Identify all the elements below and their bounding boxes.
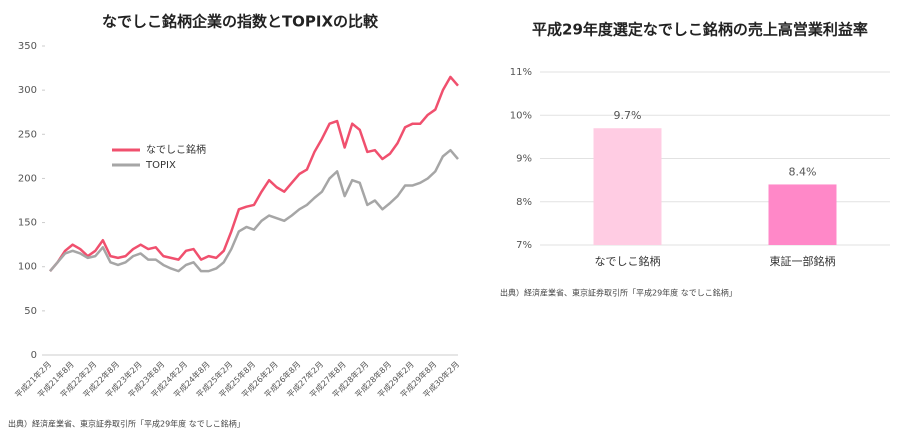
y-tick-label: 250	[18, 129, 37, 140]
series-line	[49, 75, 459, 272]
x-tick-label: なでしこ銘柄	[595, 254, 661, 268]
y-tick-label: 300	[18, 85, 37, 96]
y-tick-label: 200	[18, 173, 37, 184]
value-label: 8.4%	[789, 165, 817, 178]
y-tick-label: 9%	[516, 154, 532, 165]
chart-title: なでしこ銘柄企業の指数とTOPIXの比較	[102, 13, 379, 31]
y-tick-label: 100	[18, 262, 37, 273]
y-tick-label: 150	[18, 218, 37, 229]
legend-label: TOPIX	[145, 160, 176, 171]
y-tick-label: 0	[31, 350, 37, 361]
y-tick-label: 7%	[516, 240, 532, 251]
y-tick-label: 8%	[516, 197, 532, 208]
y-tick-label: 10%	[510, 110, 532, 121]
chart-title: 平成29年度選定なでしこ銘柄の売上高営業利益率	[532, 21, 868, 39]
source-note: 出典）経済産業省、東京証券取引所「平成29年度 なでしこ銘柄」	[500, 288, 737, 298]
x-tick-label: 東証一部銘柄	[770, 254, 836, 268]
y-tick-label: 11%	[510, 67, 532, 78]
value-label: 9.7%	[614, 109, 642, 122]
bar	[593, 128, 662, 245]
y-tick-label: 350	[18, 41, 37, 52]
source-note: 出典）経済産業省、東京証券取引所「平成29年度 なでしこ銘柄」	[8, 419, 245, 429]
bar	[768, 184, 837, 245]
series-line	[49, 148, 459, 273]
legend-label: なでしこ銘柄	[146, 143, 206, 156]
y-tick-label: 50	[24, 306, 37, 317]
